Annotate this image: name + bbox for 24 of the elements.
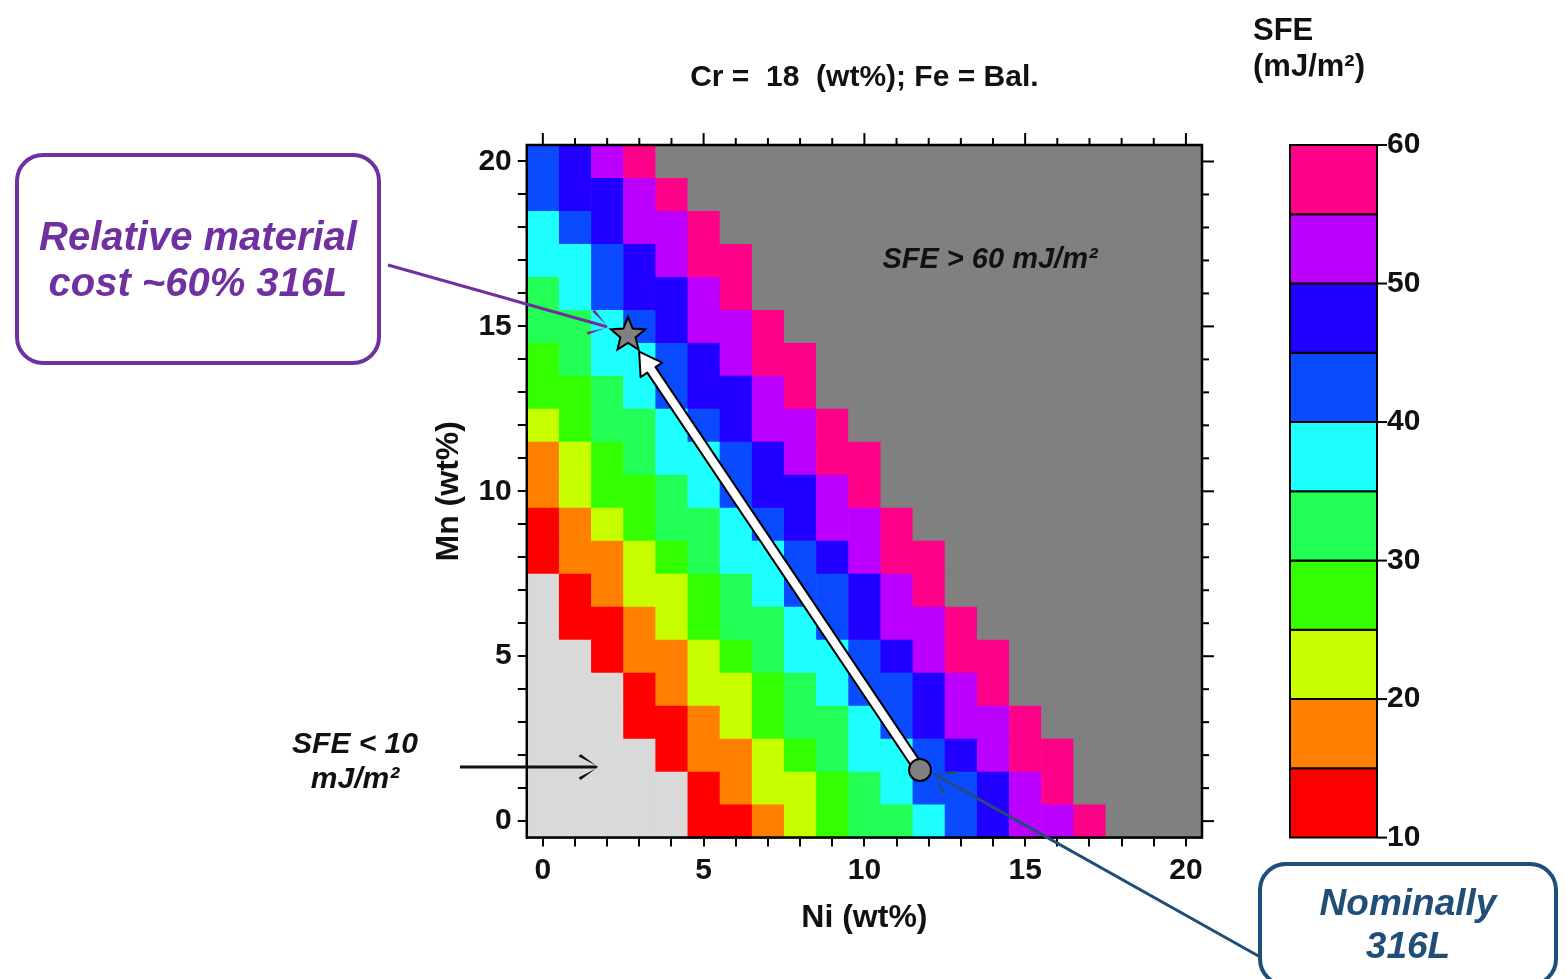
color-bar-title: SFE (mJ/m²) [1253, 12, 1366, 84]
color-bar-label: 10 [1387, 818, 1421, 852]
text: Relative material cost ~60% 316L [15, 153, 381, 365]
color-bar-label: 30 [1387, 541, 1421, 575]
x-tick-label: 5 [695, 851, 712, 885]
color-bar-label: 60 [1387, 126, 1421, 160]
color-bar-label: 50 [1387, 264, 1421, 298]
color-bar-label: 20 [1387, 680, 1421, 714]
x-tick-label: 0 [534, 851, 552, 885]
x-tick-label: 20 [1169, 851, 1203, 885]
y-tick-label: 5 [495, 637, 512, 671]
y-tick-label: 15 [478, 307, 512, 341]
y-tick-label: 0 [495, 802, 512, 836]
y-tick-label: 10 [478, 472, 512, 506]
text: Nominally 316L [1258, 862, 1558, 979]
annotation: SFE > 60 mJ/m² [881, 242, 1100, 276]
color-bar-label: 40 [1387, 403, 1421, 437]
x-tick-label: 10 [847, 851, 882, 885]
y-axis-title: Mn (wt%) [429, 421, 466, 562]
text: SFE < 10 mJ/m² [291, 726, 419, 795]
y-tick-label: 20 [478, 142, 512, 176]
chart-title: Cr = 18 (wt%); Fe = Bal. [690, 59, 1039, 93]
x-axis-title: Ni (wt%) [801, 897, 928, 934]
x-tick-label: 15 [1008, 851, 1042, 885]
